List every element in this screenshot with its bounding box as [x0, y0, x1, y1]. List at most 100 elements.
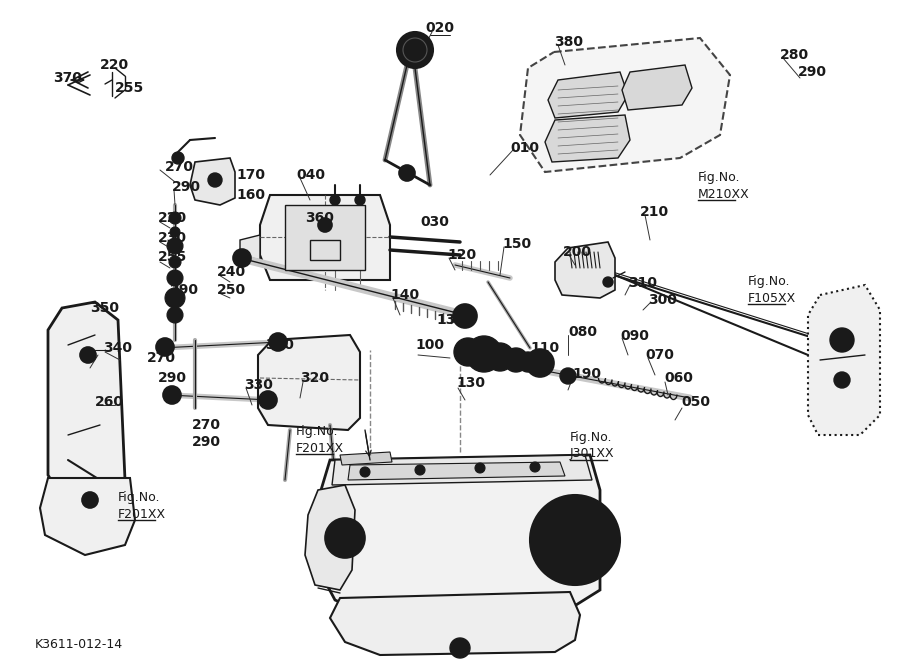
- Text: 280: 280: [780, 48, 809, 62]
- Circle shape: [156, 338, 174, 356]
- Circle shape: [834, 372, 850, 388]
- Polygon shape: [545, 115, 630, 162]
- Circle shape: [169, 212, 181, 224]
- Polygon shape: [555, 242, 615, 298]
- Polygon shape: [348, 462, 565, 480]
- Text: 010: 010: [510, 141, 539, 155]
- Text: 040: 040: [296, 168, 325, 182]
- Text: 030: 030: [420, 215, 448, 229]
- Text: 270: 270: [192, 418, 221, 432]
- Text: 240: 240: [217, 265, 246, 279]
- Text: 100: 100: [415, 338, 444, 352]
- Circle shape: [167, 270, 183, 286]
- Text: 250: 250: [217, 283, 246, 297]
- Polygon shape: [330, 592, 580, 655]
- Circle shape: [269, 333, 287, 351]
- Text: 320: 320: [300, 371, 329, 385]
- Polygon shape: [340, 452, 392, 465]
- Text: 220: 220: [100, 58, 130, 72]
- Circle shape: [486, 343, 514, 371]
- Text: F105XX: F105XX: [748, 291, 796, 305]
- Polygon shape: [258, 335, 360, 430]
- Text: 130: 130: [456, 376, 485, 390]
- Circle shape: [534, 357, 546, 369]
- Polygon shape: [260, 195, 390, 280]
- Circle shape: [453, 304, 477, 328]
- Text: 160: 160: [236, 188, 265, 202]
- Text: 270: 270: [147, 351, 176, 365]
- Text: 110: 110: [530, 341, 559, 355]
- Text: 060: 060: [664, 371, 693, 385]
- Circle shape: [530, 462, 540, 472]
- Circle shape: [167, 238, 183, 254]
- Text: 210: 210: [640, 205, 669, 219]
- Circle shape: [526, 349, 554, 377]
- Text: 070: 070: [645, 348, 674, 362]
- Circle shape: [415, 465, 425, 475]
- Text: 130: 130: [436, 313, 465, 327]
- Text: 360: 360: [305, 211, 334, 225]
- Circle shape: [208, 173, 222, 187]
- Circle shape: [830, 328, 854, 352]
- Text: F201XX: F201XX: [118, 508, 166, 520]
- Text: 270: 270: [165, 160, 194, 174]
- Circle shape: [172, 152, 184, 164]
- Circle shape: [454, 338, 482, 366]
- Circle shape: [504, 348, 528, 372]
- Polygon shape: [315, 455, 600, 625]
- Circle shape: [511, 355, 521, 366]
- Text: 360: 360: [265, 338, 294, 352]
- Circle shape: [165, 288, 185, 308]
- Text: 170: 170: [236, 168, 265, 182]
- Circle shape: [560, 368, 576, 384]
- Text: Fig.No.: Fig.No.: [296, 426, 338, 438]
- Polygon shape: [305, 485, 355, 590]
- Text: F201XX: F201XX: [296, 442, 344, 454]
- Text: 150: 150: [502, 237, 531, 251]
- Text: 080: 080: [568, 325, 597, 339]
- Text: K3611-012-14: K3611-012-14: [35, 638, 123, 652]
- Circle shape: [238, 254, 246, 262]
- Circle shape: [318, 218, 332, 232]
- Circle shape: [163, 386, 181, 404]
- Circle shape: [518, 352, 538, 372]
- Text: 120: 120: [447, 248, 476, 262]
- Text: 290: 290: [192, 435, 221, 449]
- Text: 050: 050: [681, 395, 710, 409]
- Text: 290: 290: [172, 180, 201, 194]
- Text: 290: 290: [170, 283, 199, 297]
- Circle shape: [460, 311, 470, 321]
- Circle shape: [476, 346, 492, 362]
- Circle shape: [475, 463, 485, 473]
- Text: 310: 310: [628, 276, 657, 290]
- Text: 200: 200: [563, 245, 592, 259]
- Polygon shape: [190, 158, 235, 205]
- Text: 140: 140: [390, 288, 419, 302]
- Circle shape: [355, 195, 365, 205]
- Circle shape: [524, 358, 532, 366]
- Text: J301XX: J301XX: [570, 448, 615, 460]
- Polygon shape: [240, 235, 260, 260]
- Text: M210XX: M210XX: [698, 187, 750, 201]
- Circle shape: [330, 195, 340, 205]
- Text: 230: 230: [158, 231, 187, 245]
- Text: 350: 350: [90, 301, 119, 315]
- Text: 220: 220: [158, 211, 187, 225]
- Polygon shape: [622, 65, 692, 110]
- Text: 255: 255: [158, 250, 187, 264]
- Circle shape: [169, 256, 181, 268]
- Circle shape: [82, 492, 98, 508]
- Circle shape: [603, 277, 613, 287]
- Polygon shape: [332, 455, 592, 485]
- Circle shape: [80, 347, 96, 363]
- Polygon shape: [548, 72, 628, 118]
- Text: 370: 370: [53, 71, 82, 85]
- Bar: [310, 240, 340, 260]
- Circle shape: [466, 336, 502, 372]
- Text: Fig.No.: Fig.No.: [570, 432, 612, 444]
- Circle shape: [397, 32, 433, 68]
- Circle shape: [337, 530, 353, 546]
- Text: 300: 300: [648, 293, 677, 307]
- Circle shape: [233, 249, 251, 267]
- Circle shape: [259, 391, 277, 409]
